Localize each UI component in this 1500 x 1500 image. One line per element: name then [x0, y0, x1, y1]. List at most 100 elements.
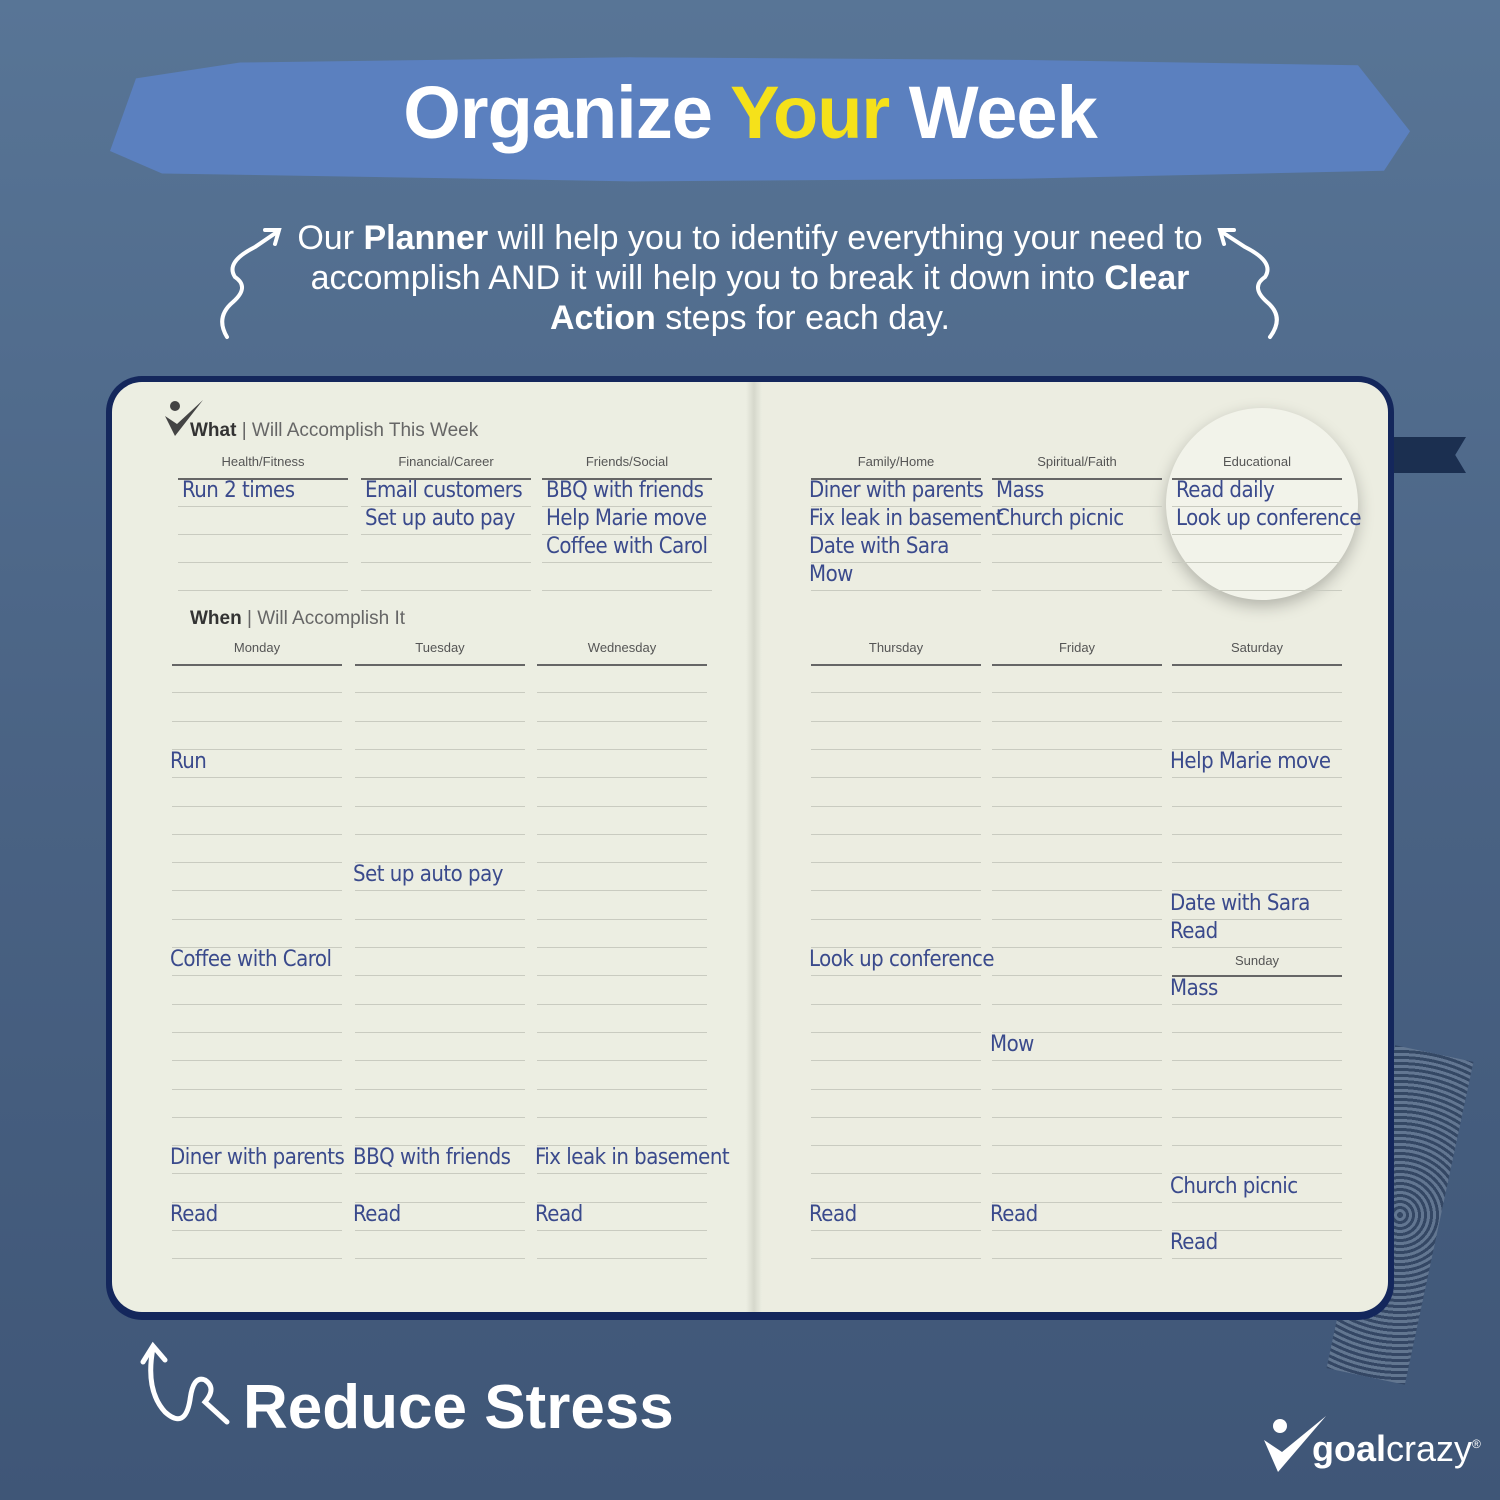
headline-banner	[110, 57, 1410, 182]
rule-line	[992, 1173, 1162, 1175]
rule-line	[355, 862, 525, 864]
day-header-wednesday: Wednesday	[587, 640, 657, 655]
when-heading: When | Will Accomplish It	[190, 608, 406, 629]
rule-line	[172, 1116, 342, 1118]
rule-line	[811, 506, 981, 507]
rule-line	[355, 1201, 525, 1203]
rule-line	[811, 918, 981, 920]
rule-line	[172, 975, 342, 977]
day-header-saturday: Saturday	[1230, 640, 1284, 655]
rule-line	[811, 664, 981, 666]
rule-line	[542, 534, 712, 535]
rule-line	[1172, 562, 1342, 563]
rule-line	[992, 1201, 1162, 1203]
rule-line	[355, 890, 525, 892]
rule-line	[992, 947, 1162, 948]
handwritten-entry: Date with Sara	[1170, 890, 1310, 916]
brand-logo: goalcrazy®	[1312, 1428, 1481, 1469]
rule-line	[355, 805, 525, 807]
rule-line	[537, 1116, 707, 1118]
rule-line	[355, 833, 525, 835]
rule-line	[355, 1003, 525, 1005]
rule-line	[172, 805, 342, 807]
rule-line	[355, 692, 525, 694]
rule-line	[355, 720, 525, 722]
rule-line	[811, 1258, 981, 1260]
goal-column-header: Health/Fitness	[221, 454, 305, 469]
rule-line	[178, 534, 348, 535]
rule-line	[811, 862, 981, 864]
rule-line	[811, 478, 981, 480]
rule-line	[172, 1173, 342, 1175]
rule-line	[1172, 947, 1342, 948]
rule-line	[355, 1031, 525, 1033]
rule-line	[172, 1003, 342, 1005]
rule-line	[992, 1060, 1162, 1062]
handwritten-goal: Mow	[809, 562, 853, 587]
rule-line	[355, 947, 525, 948]
rule-line	[811, 833, 981, 835]
rule-line	[542, 590, 712, 591]
ribbon	[1394, 437, 1466, 473]
rule-line	[172, 833, 342, 835]
rule-line	[992, 1031, 1162, 1033]
rule-line	[992, 975, 1162, 977]
handwritten-entry: Look up conference	[809, 947, 995, 973]
rule-line	[172, 1258, 342, 1260]
rule-line	[811, 890, 981, 892]
rule-line	[537, 1088, 707, 1090]
rule-line	[811, 1116, 981, 1118]
rule-line	[537, 890, 707, 892]
handwritten-entry: Mow	[990, 1032, 1034, 1058]
rule-line	[1172, 975, 1342, 978]
handwritten-entry: BBQ with friends	[353, 1145, 511, 1171]
rule-line	[355, 664, 525, 666]
rule-line	[542, 562, 712, 563]
rule-line	[811, 562, 981, 563]
handwritten-entry: Read	[809, 1202, 857, 1227]
rule-line	[1172, 720, 1342, 722]
rule-line	[992, 478, 1162, 480]
rule-line	[172, 918, 342, 920]
rule-line	[172, 664, 342, 666]
day-header-tuesday: Tuesday	[415, 640, 465, 655]
goal-column-header: Financial/Career	[398, 454, 494, 469]
rule-line	[992, 833, 1162, 835]
rule-line	[992, 1003, 1162, 1005]
rule-line	[355, 777, 525, 779]
rule-line	[355, 918, 525, 920]
rule-line	[992, 1230, 1162, 1231]
rule-line	[1172, 1230, 1342, 1231]
handwritten-entry: Fix leak in basement	[535, 1145, 730, 1171]
rule-line	[992, 534, 1162, 535]
goal-column-header: Spiritual/Faith	[1037, 454, 1117, 469]
rule-line	[537, 1173, 707, 1175]
rule-line	[811, 1088, 981, 1090]
handwritten-entry: Read	[1170, 1230, 1218, 1256]
curly-arrow-left-icon	[220, 228, 282, 339]
goal-column-header: Family/Home	[857, 454, 935, 469]
rule-line	[811, 692, 981, 694]
rule-line	[172, 890, 342, 892]
rule-line	[811, 720, 981, 722]
rule-line	[992, 1258, 1162, 1260]
rule-line	[537, 1060, 707, 1062]
rule-line	[1172, 1088, 1342, 1090]
handwritten-goal: Set up auto pay	[365, 506, 515, 531]
rule-line	[361, 534, 531, 535]
rule-line	[811, 975, 981, 977]
handwritten-goal: Church picnic	[996, 506, 1124, 531]
rule-line	[537, 1003, 707, 1005]
rule-line	[811, 534, 981, 535]
rule-line	[992, 862, 1162, 864]
handwritten-goal: BBQ with friends	[546, 478, 704, 503]
rule-line	[1172, 890, 1342, 892]
rule-line	[1172, 534, 1342, 535]
rule-line	[1172, 1060, 1342, 1062]
day-header-sunday: Sunday	[1234, 953, 1280, 969]
day-header-friday: Friday	[1058, 640, 1096, 655]
rule-line	[172, 748, 342, 750]
goal-column-header: Educational	[1223, 454, 1291, 469]
handwritten-goal: Look up conference	[1176, 506, 1362, 531]
rule-line	[355, 1116, 525, 1118]
